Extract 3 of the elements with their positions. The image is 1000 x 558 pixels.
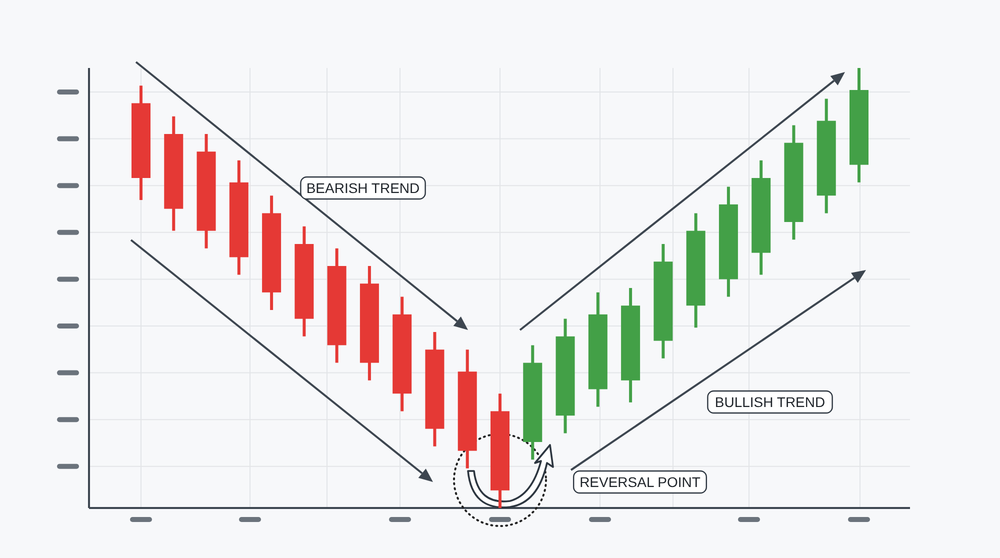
annotation: BULLISH TREND xyxy=(714,394,826,410)
annotation: BEARISH TREND xyxy=(306,180,420,196)
annotation: REVERSAL POINT xyxy=(580,474,701,490)
